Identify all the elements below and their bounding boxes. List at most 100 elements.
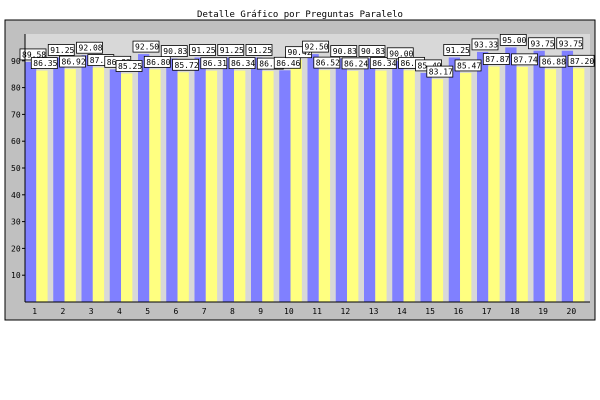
data-label: 91.25 bbox=[248, 46, 272, 55]
bar-series-2 bbox=[516, 66, 528, 302]
data-label-box bbox=[313, 56, 341, 69]
bar-series-2 bbox=[431, 79, 444, 302]
data-label: 93.75 bbox=[531, 39, 555, 48]
data-labels: 89.5886.3591.2586.9292.0887.4786.8285.25… bbox=[19, 34, 595, 78]
bar-series-2 bbox=[205, 70, 218, 302]
x-tick-label: 12 bbox=[341, 307, 351, 316]
bar-series-2 bbox=[573, 68, 585, 302]
bar-series-1 bbox=[251, 57, 263, 303]
data-label: 86.34 bbox=[372, 59, 396, 68]
bar-series-2 bbox=[262, 71, 274, 302]
data-label: 86.92 bbox=[62, 58, 86, 67]
bar-series-2 bbox=[347, 70, 359, 302]
bar-series-1 bbox=[533, 50, 545, 302]
data-label: 91.25 bbox=[192, 46, 216, 55]
x-tick-label: 19 bbox=[538, 307, 548, 316]
data-label-box bbox=[539, 55, 567, 68]
bar-series-1 bbox=[279, 70, 291, 302]
x-tick-label: 16 bbox=[454, 307, 464, 316]
data-label: 87.47 bbox=[90, 56, 114, 65]
data-label-box bbox=[426, 65, 454, 78]
bar-series-1 bbox=[561, 50, 574, 302]
data-label-box bbox=[30, 57, 58, 69]
data-label-box bbox=[454, 59, 482, 72]
data-label: 87.87 bbox=[485, 55, 509, 64]
bar-series-1 bbox=[335, 58, 348, 303]
data-label-box bbox=[499, 34, 527, 46]
x-tick-label: 20 bbox=[567, 307, 577, 316]
x-tick-label: 15 bbox=[425, 307, 435, 316]
data-label: 86.35 bbox=[33, 59, 57, 68]
data-label-box bbox=[341, 57, 369, 70]
data-label: 91.25 bbox=[50, 46, 74, 55]
bar-series-2 bbox=[234, 70, 246, 303]
y-tick-label: 10 bbox=[11, 271, 21, 280]
bar-series-2 bbox=[460, 72, 472, 302]
bar-series-2 bbox=[290, 59, 302, 302]
data-label: 86.43 bbox=[401, 59, 425, 68]
data-label-box bbox=[567, 54, 595, 67]
bar-series-1 bbox=[81, 55, 93, 302]
x-tick-label: 18 bbox=[510, 307, 520, 316]
data-label-box bbox=[511, 53, 538, 66]
data-label: 86.34 bbox=[231, 59, 255, 68]
bar-series-1 bbox=[109, 69, 122, 302]
bar-series-1 bbox=[307, 54, 319, 302]
x-tick-label: 10 bbox=[284, 307, 294, 316]
data-label-box bbox=[143, 55, 171, 68]
data-label-box bbox=[330, 45, 358, 57]
x-tick-label: 7 bbox=[202, 307, 207, 316]
data-label-box bbox=[132, 40, 160, 53]
data-label: 90.42 bbox=[288, 48, 312, 57]
chart-title: Detalle Gráfico por Preguntas Paralelo bbox=[197, 10, 403, 20]
data-label: 90.83 bbox=[163, 47, 187, 56]
data-label: 92.08 bbox=[79, 44, 103, 53]
bar-series-2 bbox=[92, 67, 105, 302]
x-tick-label: 1 bbox=[32, 307, 37, 316]
data-label: 85.72 bbox=[175, 61, 199, 70]
data-label: 83.17 bbox=[429, 68, 453, 77]
data-label-box bbox=[302, 40, 329, 53]
data-label: 93.33 bbox=[474, 40, 498, 49]
data-label-box bbox=[115, 60, 143, 72]
x-tick-label: 6 bbox=[173, 307, 178, 316]
y-tick-label: 50 bbox=[11, 164, 21, 173]
data-label-box bbox=[217, 44, 245, 56]
y-tick-label: 80 bbox=[11, 84, 21, 93]
y-tick-label: 20 bbox=[11, 244, 21, 253]
x-tick-label: 2 bbox=[60, 307, 65, 316]
x-tick-label: 13 bbox=[369, 307, 379, 316]
data-label: 86.31 bbox=[203, 59, 227, 68]
x-tick-label: 5 bbox=[145, 307, 150, 316]
y-tick-label: 40 bbox=[11, 191, 21, 200]
data-label-box bbox=[47, 44, 75, 56]
data-label: 90.00 bbox=[389, 49, 413, 58]
x-tick-label: 4 bbox=[117, 307, 122, 316]
data-label-box bbox=[189, 44, 216, 56]
data-label-box bbox=[172, 58, 199, 71]
x-axis-ticks: 1 2 3 4 5 6 7 8 9 10 11 12 13 14 15 16 17 18 19 20 bbox=[32, 307, 576, 316]
bar-series-2 bbox=[403, 70, 415, 302]
data-label: 90.83 bbox=[361, 47, 385, 56]
data-label-box bbox=[200, 57, 228, 70]
y-tick-label: 90 bbox=[11, 57, 21, 66]
x-tick-label: 17 bbox=[482, 307, 492, 316]
x-tick-label: 14 bbox=[397, 307, 407, 316]
bar-series-1 bbox=[53, 57, 65, 303]
x-tick-label: 11 bbox=[312, 307, 322, 316]
data-label: 95.00 bbox=[502, 36, 526, 45]
bar-series-2 bbox=[64, 69, 76, 302]
bar-series-1 bbox=[166, 58, 178, 303]
data-label: 86.52 bbox=[316, 59, 340, 68]
bar-series-1 bbox=[420, 72, 432, 302]
data-label: 92.50 bbox=[305, 43, 329, 52]
bar-series-1 bbox=[392, 60, 404, 302]
data-label-box bbox=[160, 45, 188, 57]
bars bbox=[25, 47, 585, 303]
x-tick-label: 3 bbox=[89, 307, 94, 316]
data-label: 85.25 bbox=[118, 62, 142, 71]
x-tick-label: 8 bbox=[230, 307, 235, 316]
data-label: 86.88 bbox=[542, 58, 566, 67]
data-label-box bbox=[228, 57, 256, 70]
data-label-box bbox=[369, 57, 397, 70]
